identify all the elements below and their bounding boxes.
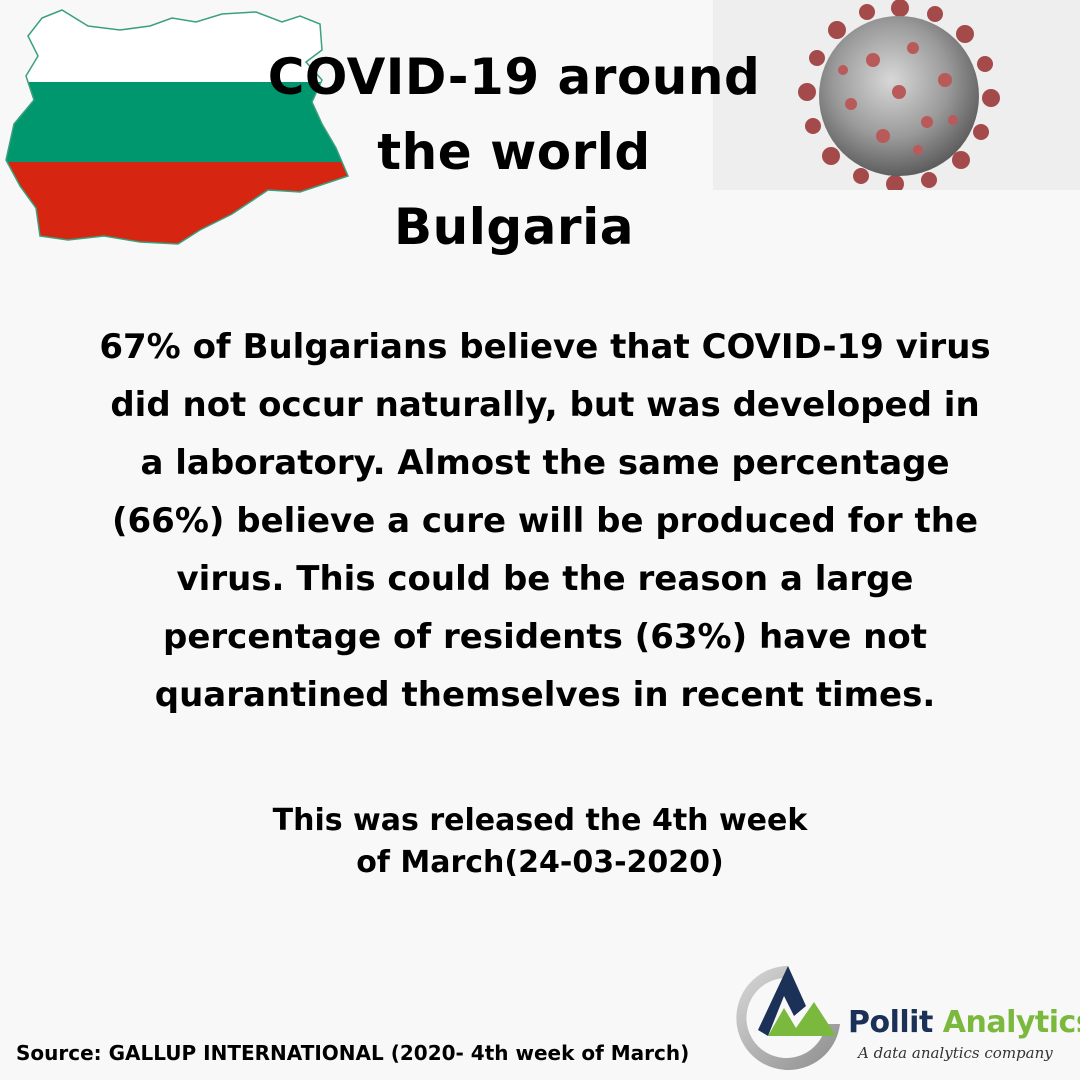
source-credit: Source: GALLUP INTERNATIONAL (2020- 4th … bbox=[16, 1041, 690, 1065]
page-title: COVID-19 around the world Bulgaria bbox=[240, 40, 788, 265]
logo-word-pollit: Pollit bbox=[848, 1005, 933, 1040]
coronavirus-image bbox=[713, 0, 1080, 193]
title-line-1: COVID-19 around bbox=[267, 48, 761, 106]
release-line-2: of March(24-03-2020) bbox=[356, 845, 724, 880]
title-line-2: the world bbox=[377, 123, 651, 181]
coronavirus-icon bbox=[798, 0, 1000, 193]
release-line-1: This was released the 4th week bbox=[272, 803, 808, 838]
title-line-3: Bulgaria bbox=[394, 198, 634, 256]
bulgaria-flag-map bbox=[5, 9, 350, 245]
logo-word-analytics: Analytics bbox=[942, 1005, 1080, 1040]
pollit-analytics-logo-text: Pollit Analytics bbox=[848, 1005, 1080, 1040]
release-date-text: This was released the 4th week of March(… bbox=[220, 800, 860, 884]
pollit-logo-icon bbox=[736, 966, 840, 1070]
logo-tagline: A data analytics company bbox=[858, 1044, 1053, 1062]
survey-summary-text: 67% of Bulgarians believe that COVID-19 … bbox=[99, 327, 991, 715]
